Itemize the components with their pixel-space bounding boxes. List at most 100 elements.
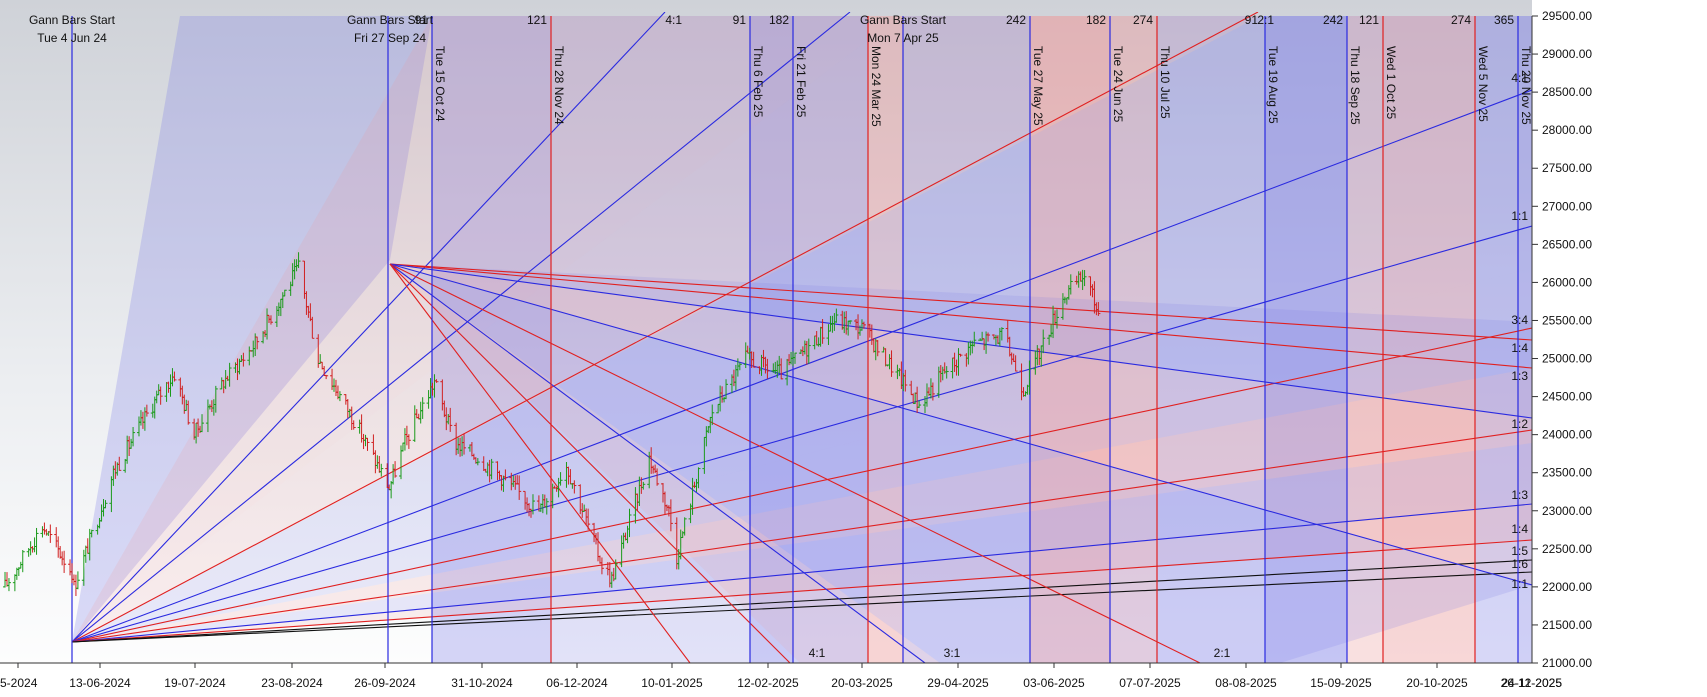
vertical-date-label: Tue 19 Aug 25 [1266,46,1280,124]
price-bar [475,458,480,466]
price-bar [586,508,591,530]
fan-line-4 [71,225,1532,643]
vertical-date-label: Thu 20 Nov 25 [1519,46,1533,125]
y-tick-label: 24000.00 [1542,428,1592,442]
down-fan-line-0 [389,263,1532,341]
fan-wedge-6 [72,443,1532,642]
y-tick-label: 25500.00 [1542,313,1592,327]
gann-start-date: Mon 7 Apr 25 [867,31,939,45]
vertical-date-label: Thu 10 Jul 25 [1158,46,1172,119]
price-bar [131,427,136,447]
time-band-12 [1475,16,1518,663]
x-tick-label: 12-02-2025 [737,676,799,690]
vertical-date-label: Thu 28 Nov 24 [552,46,566,125]
down-fan-line-4 [389,263,1201,663]
price-bar [792,352,797,364]
price-bar [530,494,535,515]
time-band-1 [551,16,750,663]
vertical-date-label: Fri 21 Feb 25 [794,46,808,118]
x-tick-label: 26-12-2025 [1501,676,1563,690]
x-tick-label: 20-03-2025 [831,676,893,690]
top-count-label: 121 [1359,13,1379,27]
vertical-date-label: Tue 15 Oct 24 [433,46,447,122]
top-count-label: 242 [1323,13,1343,27]
price-bar [613,559,618,580]
down-fan-line-2 [389,263,1532,419]
y-tick-label: 22500.00 [1542,542,1592,556]
x-tick-label: 31-10-2024 [451,676,513,690]
fan-line-9 [71,559,1532,643]
price-bar [6,578,11,592]
price-bar [351,420,356,430]
time-band-8 [1157,16,1265,663]
price-bar [213,385,218,413]
price-bar [20,550,25,573]
fan-line-8 [71,539,1532,643]
plot-area [3,12,1532,663]
x-tick-label: 29-04-2025 [927,676,989,690]
x-tick-label: 20-10-2025 [1406,676,1468,690]
price-bar [1082,270,1087,287]
fan-line-6 [71,429,1532,643]
top-count-label: 365 [1494,13,1514,27]
time-band-2 [750,16,793,663]
price-bar [986,332,991,342]
price-bar [227,362,232,387]
vertical-date-label: Thu 18 Sep 25 [1348,46,1362,125]
price-bar [820,318,825,344]
price-bar [420,397,425,419]
price-bar [765,358,770,379]
y-tick-label: 27000.00 [1542,199,1592,213]
right-ratio-label: 1:6 [1511,557,1528,571]
price-bar [958,353,963,357]
gann-start-date: Fri 27 Sep 24 [354,31,426,45]
price-bar [324,374,329,380]
price-bar [930,382,935,401]
fan-wedge-1 [72,16,900,642]
gann-start-title: Gann Bars Start [29,13,116,27]
price-bar [834,308,839,323]
right-ratio-label: 1:2 [1511,417,1528,431]
y-tick-label: 26500.00 [1542,237,1592,251]
right-ratio-label: 1:4 [1511,522,1528,536]
price-bar [999,327,1004,341]
price-bar [268,315,273,325]
y-tick-label: 29000.00 [1542,47,1592,61]
price-bar [779,358,784,380]
top-count-label: 242 [1006,13,1026,27]
right-ratio-label: 1:3 [1511,488,1528,502]
y-tick-label: 27500.00 [1542,161,1592,175]
right-ratio-label: 1:5 [1511,544,1528,558]
price-bar [944,366,949,379]
x-tick-label: 15-09-2025 [1310,676,1372,690]
right-ratio-label: 1:1 [1511,209,1528,223]
price-bar [103,500,108,509]
gann-start-title: Gann Bars Start [347,13,434,27]
price-bar [558,472,563,486]
top-count-label: 182 [1086,13,1106,27]
vertical-date-label: Mon 24 Mar 25 [869,46,883,127]
price-bar [917,400,922,409]
price-bar [34,527,39,555]
down-fan-line-3 [389,263,1532,586]
price-bar [544,498,549,515]
price-bar [89,529,94,538]
vertical-date-label: Tue 27 May 25 [1031,46,1045,126]
price-bar [668,499,673,532]
vertical-date-label: Wed 5 Nov 25 [1476,46,1490,122]
down-fan-line-1 [389,263,1532,369]
price-bar [572,480,577,494]
price-bar [806,338,811,364]
price-bar [337,391,342,402]
price-bar [1041,329,1046,354]
fan-line-2 [71,12,1259,643]
y-axis-panel [1532,0,1707,697]
price-bar [241,352,246,367]
price-bar [310,316,315,339]
bottom-ratio-label: 4:1 [809,646,826,660]
top-count-label: 274 [1133,13,1153,27]
y-tick-label: 21000.00 [1542,656,1592,670]
price-bar [655,468,660,486]
